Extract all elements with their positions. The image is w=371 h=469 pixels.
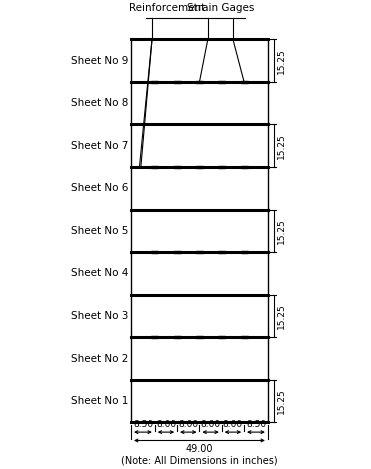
Text: 15.25: 15.25 [277,218,286,244]
Bar [151,81,158,83]
Bar [174,81,181,83]
Text: 8.00: 8.00 [201,420,221,429]
Bar [174,251,181,253]
Bar [218,166,225,168]
Text: Sheet No 4: Sheet No 4 [71,268,128,279]
Text: 8.00: 8.00 [156,420,176,429]
Text: 8.50: 8.50 [133,420,153,429]
Text: Sheet No 6: Sheet No 6 [71,183,128,193]
Text: (Note: All Dimensions in inches): (Note: All Dimensions in inches) [121,456,278,466]
Text: 49.00: 49.00 [186,444,213,454]
Text: Sheet No 5: Sheet No 5 [71,226,128,236]
Bar [196,251,203,253]
Text: Reinforcement: Reinforcement [129,3,206,13]
Bar [241,251,247,253]
Text: 8.00: 8.00 [178,420,198,429]
Bar [151,336,158,338]
Bar [218,81,225,83]
Bar [241,166,247,168]
Text: Sheet No 2: Sheet No 2 [71,354,128,363]
Text: Sheet No 9: Sheet No 9 [71,56,128,66]
Bar [196,336,203,338]
Bar [196,81,203,83]
Text: Strain Gages: Strain Gages [187,3,254,13]
Text: Sheet No 8: Sheet No 8 [71,98,128,108]
Text: 8.50: 8.50 [246,420,266,429]
Text: 15.25: 15.25 [277,48,286,74]
Bar [174,336,181,338]
Text: Sheet No 7: Sheet No 7 [71,141,128,151]
Text: 8.00: 8.00 [223,420,243,429]
Bar [151,166,158,168]
Text: 15.25: 15.25 [277,388,286,414]
Text: Sheet No 1: Sheet No 1 [71,396,128,406]
Bar [218,251,225,253]
Bar [151,251,158,253]
Text: 15.25: 15.25 [277,303,286,329]
Bar [241,81,247,83]
Bar [218,336,225,338]
Bar [241,336,247,338]
Bar [196,166,203,168]
Bar [131,39,268,423]
Text: Sheet No 3: Sheet No 3 [71,311,128,321]
Bar [174,166,181,168]
Text: 15.25: 15.25 [277,133,286,159]
